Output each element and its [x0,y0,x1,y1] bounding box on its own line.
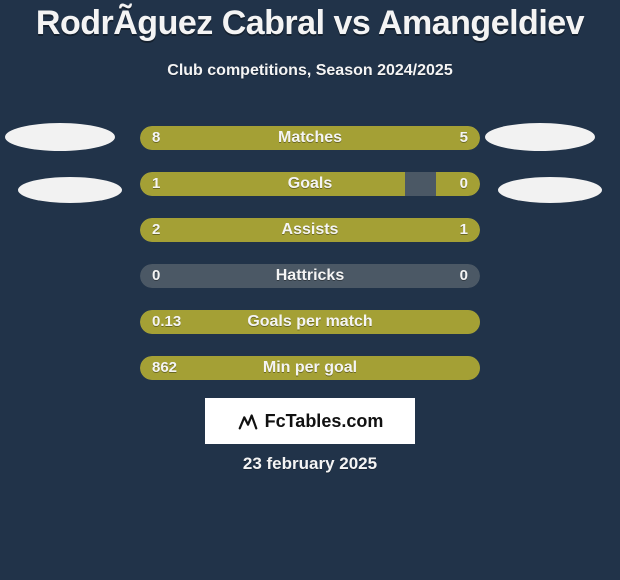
stat-label: Hattricks [140,264,480,288]
comparison-bars: 85Matches 10Goals 21Assists 00Hattricks 0.13… [140,126,480,402]
stat-label: Goals [140,172,480,196]
left-placeholder-ellipse [18,177,122,203]
stat-row: 21Assists [140,218,480,242]
fctables-logo-icon [237,410,259,432]
page-title: RodrÃ­guez Cabral vs Amangeldiev [0,4,620,43]
comparison-card: RodrÃ­guez Cabral vs Amangeldiev Club co… [0,0,620,580]
source-badge[interactable]: FcTables.com [205,398,415,444]
stat-label: Matches [140,126,480,150]
page-subtitle: Club competitions, Season 2024/2025 [0,62,620,80]
stat-row: 85Matches [140,126,480,150]
right-placeholder-ellipse [498,177,602,203]
source-badge-text: FcTables.com [265,411,384,432]
left-placeholder-ellipse [5,123,115,151]
right-placeholder-ellipse [485,123,595,151]
stat-label: Min per goal [140,356,480,380]
stat-row: 10Goals [140,172,480,196]
snapshot-date: 23 february 2025 [0,454,620,474]
stat-label: Goals per match [140,310,480,334]
stat-label: Assists [140,218,480,242]
stat-row: 862Min per goal [140,356,480,380]
stat-row: 00Hattricks [140,264,480,288]
stat-row: 0.13Goals per match [140,310,480,334]
